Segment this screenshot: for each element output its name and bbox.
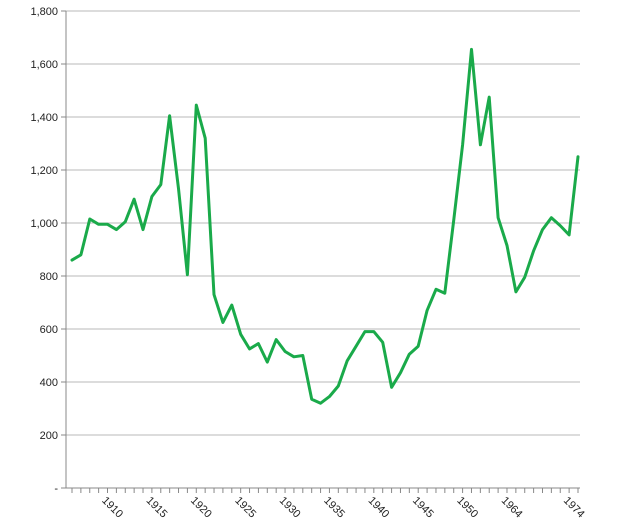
axes: [65, 11, 580, 489]
x-tick-label: 1915: [144, 495, 170, 521]
y-tick-label: 1,800: [30, 6, 58, 18]
y-tick-label: 400: [40, 377, 58, 389]
x-tick-label: 1930: [277, 495, 303, 521]
x-tick-label: 1945: [410, 495, 436, 521]
gridlines: [66, 10, 580, 436]
y-tick-label: -: [54, 483, 58, 495]
x-tick-labels: 1910 1915 1920 1925 1930 1935 1940 1945 1950 1964…: [71, 488, 587, 521]
series-line: [70, 47, 580, 405]
y-tick-label: 1,400: [30, 112, 58, 124]
x-tick-label: 1935: [321, 495, 347, 521]
y-tick-label: 1,200: [30, 165, 58, 177]
series-layer: [70, 47, 580, 405]
x-tick-label: 1950: [454, 495, 480, 521]
y-tick-labels: 1,800 1,600 1,400 1,200 1,000 800 600 400 200 -: [30, 6, 66, 495]
x-tick-label: 1910: [99, 495, 125, 521]
x-tick-label: 1964: [499, 495, 525, 521]
x-tick-label: 1925: [232, 495, 258, 521]
y-tick-label: 200: [40, 430, 58, 442]
x-tick-label: 1920: [188, 495, 214, 521]
y-tick-label: 600: [40, 324, 58, 336]
y-tick-label: 800: [40, 271, 58, 283]
y-tick-label: 1,000: [30, 218, 58, 230]
y-tick-label: 1,600: [30, 59, 58, 71]
x-tick-label: 1940: [366, 495, 392, 521]
x-tick-label: 1974: [561, 495, 587, 521]
